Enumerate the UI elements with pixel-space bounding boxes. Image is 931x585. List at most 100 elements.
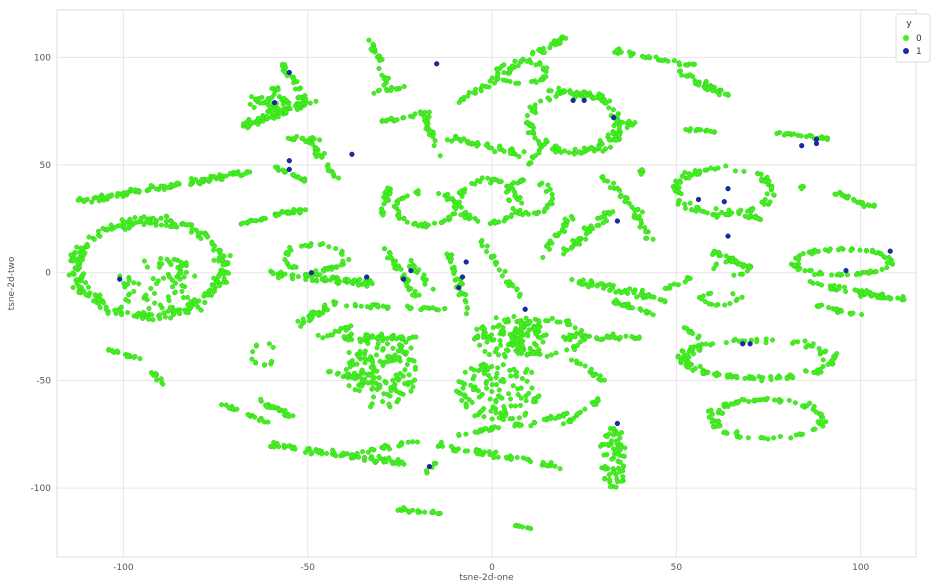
data-point-class-0	[560, 411, 566, 417]
data-point-class-0	[623, 199, 629, 205]
data-point-class-0	[344, 324, 350, 330]
data-point-class-0	[601, 285, 607, 291]
data-point-class-0	[302, 92, 308, 98]
data-point-class-0	[378, 336, 384, 342]
data-point-class-0	[395, 348, 401, 354]
data-point-class-0	[734, 296, 740, 302]
data-point-class-0	[562, 216, 568, 222]
data-point-class-0	[727, 301, 733, 307]
data-point-class-0	[710, 424, 716, 430]
data-point-class-0	[369, 302, 375, 308]
data-point-class-0	[488, 180, 494, 186]
data-point-class-1	[747, 341, 753, 347]
data-point-class-0	[617, 193, 623, 199]
data-point-class-0	[432, 138, 438, 144]
data-point-class-0	[684, 276, 690, 282]
data-point-class-0	[484, 385, 490, 391]
data-point-class-0	[723, 429, 729, 435]
data-point-class-0	[234, 171, 240, 177]
data-point-class-0	[105, 226, 111, 232]
data-point-class-0	[598, 281, 604, 287]
data-point-class-0	[452, 211, 458, 217]
data-point-class-0	[170, 312, 176, 318]
data-point-class-0	[410, 114, 416, 120]
data-point-class-0	[141, 295, 147, 301]
data-point-class-0	[493, 449, 499, 455]
y-tick-label: -100	[31, 484, 52, 494]
data-point-class-0	[463, 404, 469, 410]
data-point-class-0	[78, 245, 84, 251]
data-point-class-0	[459, 398, 465, 404]
data-point-class-0	[317, 448, 323, 454]
data-point-class-0	[392, 357, 398, 363]
data-point-class-0	[387, 251, 393, 257]
data-point-class-0	[734, 259, 740, 265]
data-point-class-0	[496, 425, 502, 431]
data-point-class-0	[392, 352, 398, 358]
data-point-class-0	[391, 261, 397, 267]
data-point-class-0	[530, 51, 536, 57]
data-point-class-0	[626, 118, 632, 124]
data-point-class-0	[692, 61, 698, 67]
data-point-class-0	[741, 168, 747, 174]
data-point-class-0	[393, 372, 399, 378]
data-point-class-0	[394, 266, 400, 272]
data-point-class-0	[410, 384, 416, 390]
data-point-class-0	[220, 262, 226, 268]
data-point-class-0	[376, 53, 382, 59]
data-point-class-0	[132, 354, 138, 360]
data-point-class-0	[465, 448, 471, 454]
data-point-class-0	[324, 450, 330, 456]
data-point-class-0	[702, 167, 708, 173]
data-point-class-0	[600, 148, 606, 154]
data-point-class-0	[125, 310, 131, 316]
data-point-class-0	[161, 310, 167, 316]
data-point-class-0	[496, 387, 502, 393]
data-point-class-0	[613, 137, 619, 143]
data-point-class-1	[813, 140, 820, 147]
data-point-class-1	[740, 341, 746, 347]
data-point-class-0	[75, 277, 81, 283]
data-point-class-0	[202, 291, 208, 297]
data-point-class-0	[705, 86, 711, 92]
data-point-class-0	[313, 268, 319, 274]
data-point-class-0	[563, 222, 569, 228]
data-point-class-0	[607, 184, 613, 190]
data-point-class-0	[698, 208, 704, 214]
data-point-class-0	[671, 58, 677, 64]
data-point-class-0	[878, 251, 884, 257]
data-point-class-0	[853, 287, 859, 293]
data-point-class-0	[857, 271, 863, 277]
data-point-class-0	[399, 459, 405, 465]
data-point-class-0	[163, 222, 169, 228]
data-point-class-0	[327, 277, 333, 283]
data-point-class-0	[481, 371, 487, 377]
data-point-class-0	[532, 105, 538, 111]
data-point-class-0	[719, 410, 725, 416]
data-point-class-0	[315, 310, 321, 316]
data-point-class-0	[650, 312, 656, 318]
data-point-class-0	[349, 358, 355, 364]
data-point-class-0	[679, 173, 685, 179]
data-point-class-0	[144, 264, 150, 270]
data-point-class-0	[556, 230, 562, 236]
data-point-class-0	[344, 303, 350, 309]
data-point-class-0	[169, 284, 175, 290]
data-point-class-0	[547, 186, 553, 192]
data-point-class-0	[376, 65, 382, 71]
data-point-class-0	[864, 248, 870, 254]
data-point-class-0	[160, 381, 166, 387]
data-point-class-0	[406, 336, 412, 342]
data-point-class-0	[158, 183, 164, 189]
data-point-class-0	[492, 219, 498, 225]
data-point-class-0	[501, 404, 507, 410]
data-point-class-0	[386, 401, 392, 407]
data-point-class-0	[745, 208, 751, 214]
data-point-class-0	[640, 54, 646, 60]
data-point-class-0	[696, 169, 702, 175]
data-point-class-0	[193, 227, 199, 233]
data-point-class-0	[486, 449, 492, 455]
data-point-class-0	[583, 236, 589, 242]
data-point-class-0	[613, 289, 619, 295]
data-point-class-0	[865, 202, 871, 208]
